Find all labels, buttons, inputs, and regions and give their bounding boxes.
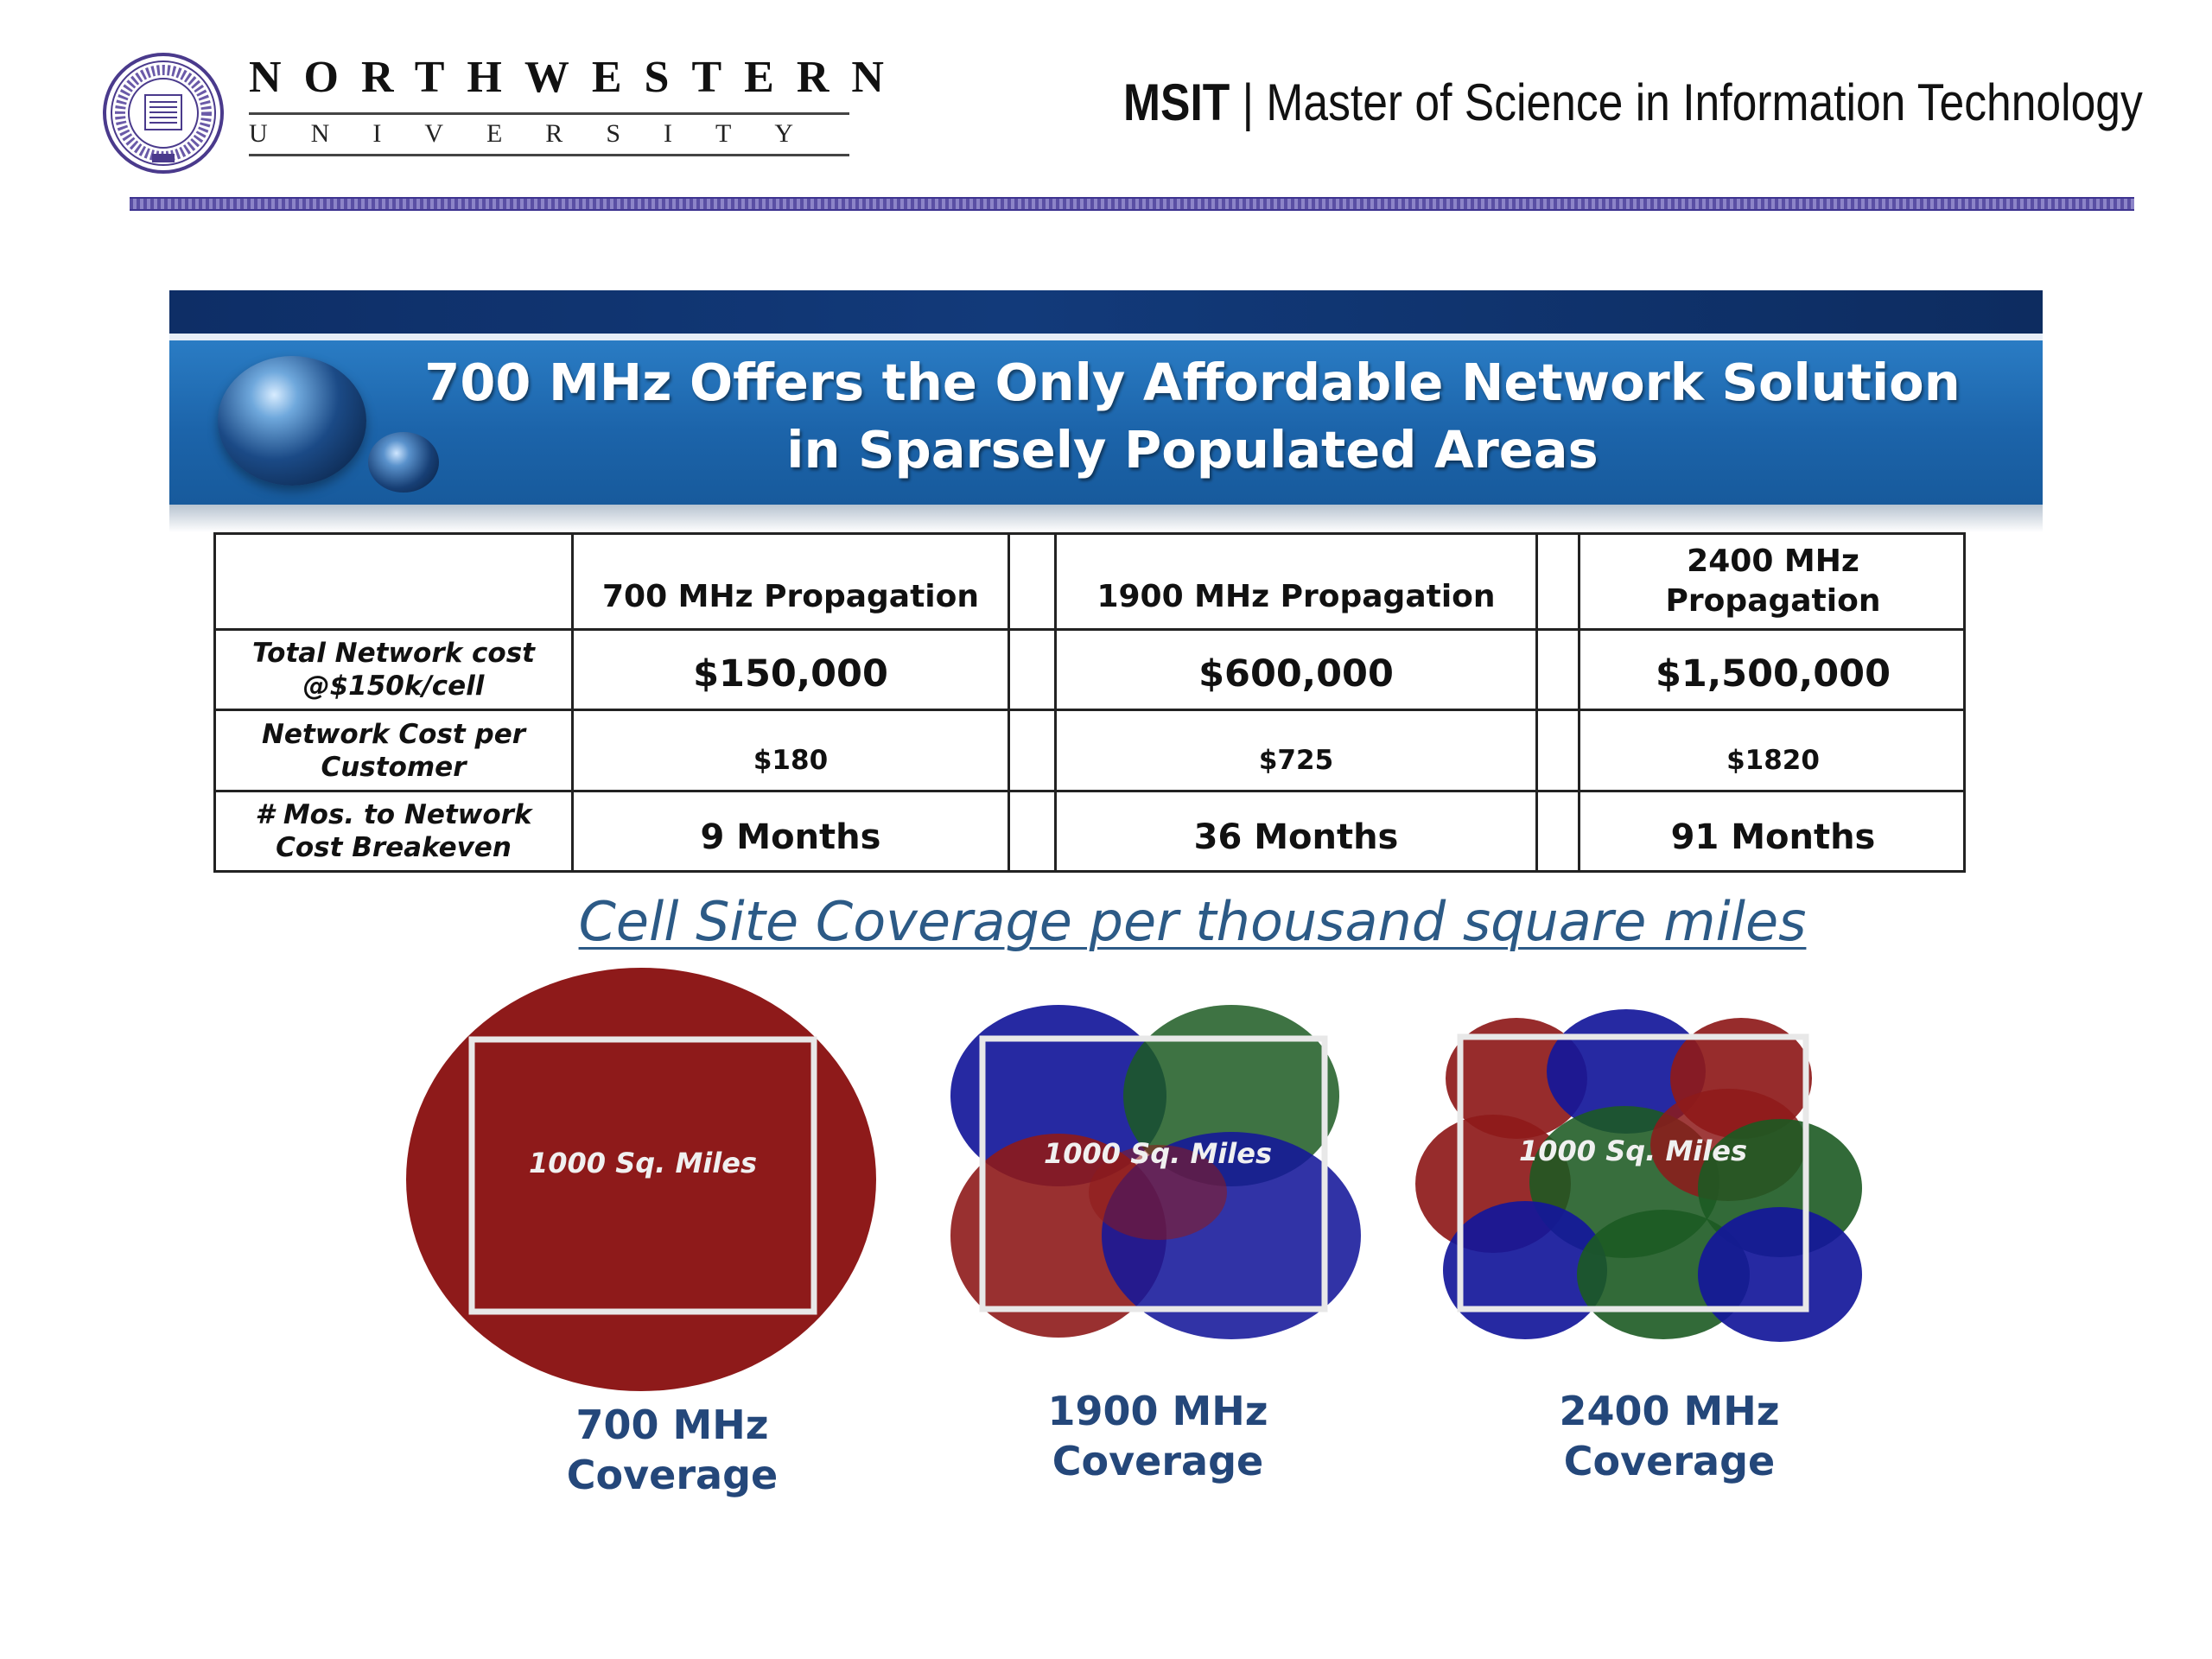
cell-circle [1698, 1207, 1862, 1342]
coverage-label-line2: Coverage [566, 1452, 779, 1498]
cell-overlap [1089, 1145, 1227, 1240]
cell-circle [406, 968, 876, 1391]
table-cell: 36 Months [1193, 817, 1399, 857]
cell-circle [1123, 1005, 1339, 1186]
area-label: 1000 Sq. Miles [1519, 1135, 1747, 1167]
area-square [979, 1035, 1328, 1313]
table-cell: $180 [753, 744, 829, 776]
table-divider [571, 535, 574, 870]
coverage-label-1900: 1900 MHz Coverage [976, 1386, 1339, 1486]
university-seal-icon [103, 53, 224, 174]
column-header: 1900 MHz Propagation [1096, 579, 1496, 614]
row-label: # Mos. to Network Cost Breakeven [255, 799, 532, 863]
coverage-label-line1: 2400 MHz [1559, 1388, 1780, 1434]
table-divider [216, 790, 1963, 792]
program-abbrev: MSIT [1123, 73, 1230, 131]
table-divider [1007, 535, 1010, 870]
slide-banner [169, 340, 2043, 505]
university-wordmark: NORTHWESTERN UNIVERSITY [249, 52, 906, 157]
table-cell: $150,000 [693, 652, 888, 696]
slide-title: 700 MHz Offers the Only Affordable Netwo… [363, 349, 2022, 484]
coverage-title: Cell Site Coverage per thousand square m… [578, 890, 1807, 953]
coverage-label-line2: Coverage [1563, 1438, 1776, 1484]
banner-shadow [169, 505, 2043, 532]
university-name: NORTHWESTERN [249, 53, 906, 102]
cost-table: 700 MHz Propagation 1900 MHz Propagation… [213, 532, 1966, 873]
area-square [468, 1036, 817, 1315]
row-label: Total Network cost @$150k/cell [252, 638, 535, 702]
table-cell: $725 [1258, 744, 1334, 776]
coverage-2400-group: 1000 Sq. Miles [1415, 1009, 1862, 1342]
table-cell: $1,500,000 [1655, 652, 1891, 696]
row-label: Network Cost per Customer [261, 718, 526, 783]
table-cell: 91 Months [1670, 817, 1876, 857]
coverage-label-line1: 1900 MHz [1047, 1388, 1268, 1434]
table-divider [216, 709, 1963, 711]
table-cell: 9 Months [700, 817, 881, 857]
coverage-label-2400: 2400 MHz Coverage [1488, 1386, 1851, 1486]
slide-title-line1: 700 MHz Offers the Only Affordable Netwo… [424, 353, 1961, 412]
program-separator: | [1242, 73, 1255, 131]
table-divider [1535, 535, 1538, 870]
coverage-1900-group: 1000 Sq. Miles [950, 1005, 1361, 1339]
banner-highlight [169, 334, 2043, 340]
area-label: 1000 Sq. Miles [1044, 1137, 1272, 1170]
table-cell: $1820 [1726, 744, 1820, 776]
program-name: Master of Science in Information Technol… [1266, 73, 2143, 131]
area-square [1457, 1033, 1809, 1313]
large-orb-icon [218, 356, 366, 486]
cell-circle [1446, 1018, 1587, 1139]
university-sub: UNIVERSITY [249, 119, 836, 148]
coverage-label-line2: Coverage [1052, 1438, 1264, 1484]
header-divider [130, 197, 2134, 211]
cell-circle [950, 1005, 1166, 1186]
area-label: 1000 Sq. Miles [529, 1147, 757, 1179]
table-cell: $600,000 [1198, 652, 1394, 696]
column-header: 700 MHz Propagation [601, 579, 980, 614]
coverage-700-group: 1000 Sq. Miles [406, 968, 876, 1391]
program-title: MSIT | Master of Science in Information … [1123, 73, 2143, 132]
cell-circle [1547, 1009, 1706, 1134]
table-divider [1578, 535, 1580, 870]
coverage-label-line1: 700 MHz [575, 1402, 769, 1448]
wordmark-rule-bottom [249, 154, 849, 156]
slide-title-line2: in Sparsely Populated Areas [786, 420, 1599, 480]
banner-top-bar [169, 290, 2043, 334]
cell-circle [1443, 1201, 1607, 1339]
coverage-label-700: 700 MHz Coverage [491, 1400, 854, 1500]
small-orb-icon [368, 432, 439, 493]
table-divider [1054, 535, 1057, 870]
wordmark-rule-top [249, 112, 849, 115]
table-divider [216, 628, 1963, 631]
column-header: 2400 MHz Propagation [1665, 543, 1881, 619]
